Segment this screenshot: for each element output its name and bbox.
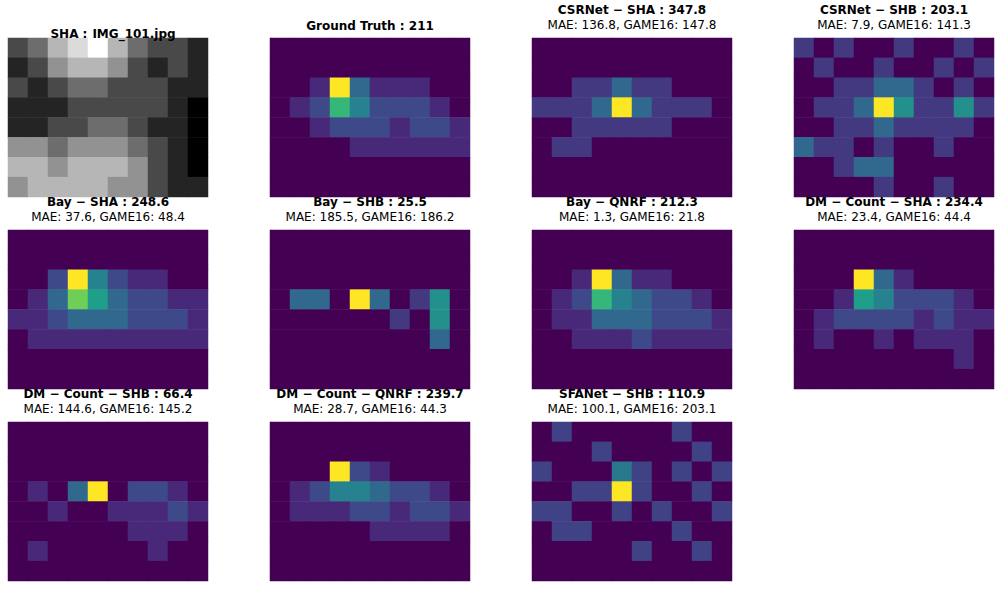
svg-text:MAE: 100.1, GAME16: 203.1: MAE: 100.1, GAME16: 203.1 [548, 402, 717, 416]
svg-text:DM − Count − QNRF : 239.7: DM − Count − QNRF : 239.7 [276, 387, 463, 401]
svg-text:DM − Count − SHB : 66.4: DM − Count − SHB : 66.4 [23, 387, 192, 401]
svg-text:CSRNet − SHB : 203.1: CSRNet − SHB : 203.1 [820, 3, 968, 17]
svg-text:MAE: 7.9, GAME16: 141.3: MAE: 7.9, GAME16: 141.3 [817, 18, 971, 32]
svg-text:MAE: 28.7, GAME16: 44.3: MAE: 28.7, GAME16: 44.3 [293, 402, 447, 416]
svg-text:MAE: 37.6, GAME16: 48.4: MAE: 37.6, GAME16: 48.4 [31, 210, 185, 224]
svg-text:MAE: 1.3, GAME16: 21.8: MAE: 1.3, GAME16: 21.8 [559, 210, 705, 224]
svg-text:MAE: 23.4, GAME16: 44.4: MAE: 23.4, GAME16: 44.4 [817, 210, 971, 224]
svg-text:Bay − SHA : 248.6: Bay − SHA : 248.6 [47, 195, 169, 209]
svg-text:Ground Truth : 211: Ground Truth : 211 [306, 19, 434, 33]
svg-text:IMG_101.jpg: IMG_101.jpg [92, 27, 175, 42]
svg-text:MAE: 185.5, GAME16: 186.2: MAE: 185.5, GAME16: 186.2 [286, 210, 455, 224]
svg-text:MAE: 144.6, GAME16: 145.2: MAE: 144.6, GAME16: 145.2 [24, 402, 193, 416]
svg-text:CSRNet − SHA : 347.8: CSRNet − SHA : 347.8 [558, 3, 706, 17]
svg-text:SHA :: SHA : [50, 27, 87, 41]
svg-text:SFANet − SHB : 110.9: SFANet − SHB : 110.9 [559, 387, 705, 401]
svg-text:DM − Count − SHA : 234.4: DM − Count − SHA : 234.4 [805, 195, 983, 209]
svg-text:Bay − SHB : 25.5: Bay − SHB : 25.5 [313, 195, 427, 209]
svg-text:MAE: 136.8, GAME16: 147.8: MAE: 136.8, GAME16: 147.8 [548, 18, 717, 32]
svg-text:Bay − QNRF : 212.3: Bay − QNRF : 212.3 [566, 195, 698, 209]
